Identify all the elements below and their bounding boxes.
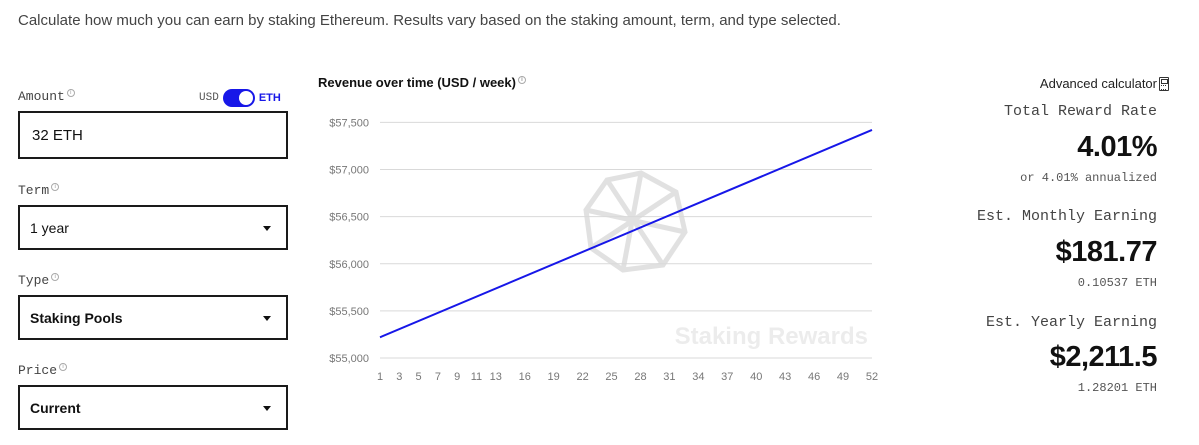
info-icon[interactable]: i [51,273,59,281]
amount-input[interactable]: 32 ETH [18,111,288,159]
y-tick-label: $55,000 [329,353,369,365]
y-tick-label: $57,000 [329,165,369,177]
amount-label-text: Amount [18,89,65,104]
term-label: Term i [18,183,59,198]
toggle-knob [239,91,253,105]
x-tick-label: 22 [576,371,588,383]
monthly-earning-label: Est. Monthly Earning [977,208,1157,225]
x-tick-label: 49 [837,371,849,383]
type-label-text: Type [18,273,49,288]
y-tick-label: $55,500 [329,306,369,318]
x-tick-label: 5 [416,371,422,383]
yearly-earning-eth: 1.28201 ETH [1078,381,1157,395]
intro-text: Calculate how much you can earn by staki… [18,12,841,29]
x-tick-label: 31 [663,371,675,383]
info-icon[interactable]: i [518,76,526,84]
chevron-down-icon [263,316,271,321]
currency-toggle[interactable] [223,89,255,107]
x-tick-label: 34 [692,371,704,383]
chart-title-text: Revenue over time (USD / week) [318,75,516,90]
x-tick-label: 37 [721,371,733,383]
amount-value: 32 ETH [32,127,83,144]
info-icon[interactable]: i [51,183,59,191]
x-axis: 1 3 5 7 9 11 13 16 19 22 25 28 31 34 37 40 43 46 49 52 [377,371,878,383]
amount-label: Amount i [18,89,75,104]
term-value: 1 year [30,220,69,236]
x-tick-label: 13 [490,371,502,383]
x-tick-label: 40 [750,371,762,383]
x-tick-label: 3 [396,371,402,383]
chevron-down-icon [263,406,271,411]
advanced-calculator-link[interactable]: Advanced calculator [1040,76,1157,91]
reward-rate-label: Total Reward Rate [1004,103,1157,120]
x-tick-label: 11 [471,371,482,383]
info-icon[interactable]: i [59,363,67,371]
info-icon[interactable]: i [67,89,75,97]
x-tick-label: 16 [519,371,531,383]
x-tick-label: 9 [454,371,460,383]
x-tick-label: 7 [435,371,441,383]
chart-title: Revenue over time (USD / week) i [318,75,526,90]
price-label: Price i [18,363,67,378]
chevron-down-icon [263,226,271,231]
toggle-usd-label[interactable]: USD [199,92,219,104]
type-label: Type i [18,273,59,288]
price-label-text: Price [18,363,57,378]
x-tick-label: 28 [634,371,646,383]
monthly-earning-eth: 0.10537 ETH [1078,276,1157,290]
price-value: Current [30,400,81,416]
currency-toggle-group: USD ETH [199,89,281,107]
staking-rewards-logo-icon [586,173,685,270]
y-tick-label: $56,000 [329,259,369,271]
toggle-eth-label[interactable]: ETH [259,92,281,104]
calculator-icon[interactable] [1159,77,1169,91]
term-select[interactable]: 1 year [18,205,288,250]
x-tick-label: 52 [866,371,878,383]
revenue-series-line [380,130,872,337]
reward-rate-value: 4.01% [1077,131,1157,164]
y-axis: $55,000 $55,500 $56,000 $56,500 $57,000 $57,5… [329,117,369,365]
type-select[interactable]: Staking Pools [18,295,288,340]
y-tick-label: $56,500 [329,212,369,224]
monthly-earning-value: $181.77 [1056,236,1157,269]
type-value: Staking Pools [30,310,123,326]
term-label-text: Term [18,183,49,198]
reward-rate-annualized: or 4.01% annualized [1020,171,1157,185]
x-tick-label: 19 [548,371,560,383]
x-tick-label: 46 [808,371,820,383]
revenue-chart: $55,000 $55,500 $56,000 $56,500 $57,000 $57,5… [310,100,890,400]
x-tick-label: 25 [605,371,617,383]
y-tick-label: $57,500 [329,117,369,129]
x-tick-label: 1 [377,371,383,383]
chart-watermark: Staking Rewards [675,323,868,350]
x-tick-label: 43 [779,371,791,383]
yearly-earning-value: $2,211.5 [1050,341,1157,374]
yearly-earning-label: Est. Yearly Earning [986,314,1157,331]
price-select[interactable]: Current [18,385,288,430]
